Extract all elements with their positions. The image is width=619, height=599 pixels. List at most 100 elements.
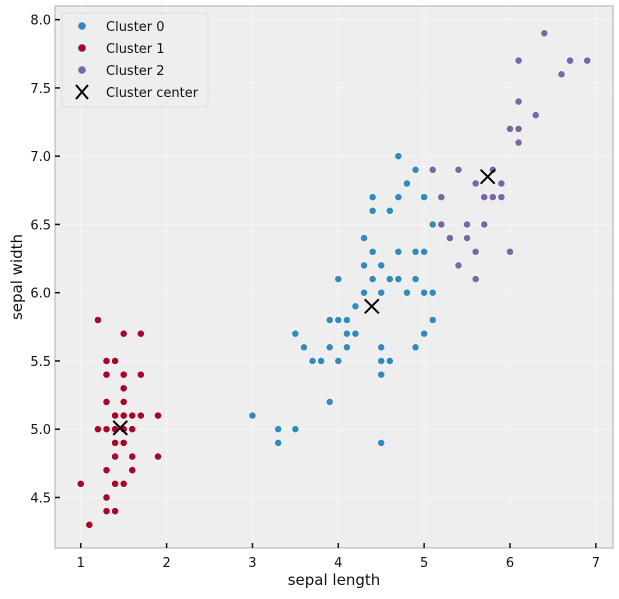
cluster-0-point [394, 247, 403, 256]
cluster-0-point [274, 425, 283, 434]
cluster-2-point [497, 193, 506, 202]
cluster-0-point [368, 275, 377, 283]
cluster-0-point [420, 288, 429, 297]
cluster-0-point [291, 425, 300, 434]
cluster-1-point [128, 411, 137, 420]
cluster-0-point [360, 234, 368, 242]
x-axis-label: sepal length [288, 571, 381, 589]
cluster-2-point [428, 165, 437, 174]
cluster-0-point [368, 206, 377, 215]
x-tick-label: 1 [77, 556, 85, 571]
cluster-0-point [403, 288, 411, 297]
center-x-stroke [364, 298, 380, 315]
cluster-2-point [506, 124, 514, 133]
cluster-0-point [428, 316, 437, 324]
cluster-1-point [136, 329, 145, 338]
y-axis-ticks: 4.5 5.0 5.5 6.0 6.5 7.0 7.5 8.0 [30, 14, 60, 506]
cluster-0-point [403, 179, 411, 188]
cluster-0-point [325, 398, 334, 406]
cluster-1-point [128, 452, 137, 461]
cluster-2-point [514, 97, 523, 106]
cluster-2-point [480, 220, 489, 229]
cluster-0-point [411, 275, 420, 283]
cluster-0-point [428, 288, 437, 297]
cluster-1-point [111, 479, 119, 488]
cluster-1-point [119, 329, 128, 338]
cluster-2-point [480, 193, 489, 202]
cluster-1-point [111, 357, 119, 365]
cluster-1-point [85, 520, 94, 529]
cluster-0-point [411, 247, 420, 256]
cluster-1-point [102, 466, 111, 475]
cluster-0-point [351, 329, 360, 338]
y-tick-label: 5.5 [30, 355, 51, 370]
cluster-1-point [119, 370, 128, 379]
cluster-0-point [411, 343, 420, 352]
legend-marker-0 [78, 22, 86, 30]
cluster-0-point [420, 193, 429, 202]
cluster-0-point [394, 275, 403, 283]
cluster-2-point [471, 179, 480, 188]
cluster-0-point [325, 316, 334, 324]
cluster-2-point [514, 56, 523, 65]
cluster-0-point [428, 220, 437, 229]
cluster-2-point [463, 220, 471, 229]
legend-label-3: Cluster center [106, 86, 199, 101]
legend-label-0: Cluster 0 [106, 20, 165, 35]
cluster-2-point [557, 70, 566, 79]
cluster-0-point [351, 302, 360, 311]
axes-frame [54, 5, 614, 549]
cluster-1-point [119, 398, 128, 406]
cluster-2-point [488, 165, 497, 174]
axes-border [54, 5, 614, 549]
cluster-0-point [317, 357, 326, 365]
cluster-center-marker [364, 298, 380, 315]
cluster-0-point [334, 275, 343, 283]
cluster-2-point [437, 220, 446, 229]
cluster-0-point [360, 261, 368, 270]
cluster-center-marker [112, 420, 128, 436]
cluster-0-point [300, 343, 308, 352]
cluster-0-point [274, 438, 283, 447]
y-tick-label: 4.5 [30, 491, 51, 506]
legend-box [61, 12, 209, 108]
cluster-2-point [540, 29, 549, 38]
cluster-1-point [111, 438, 119, 447]
cluster-0-point [420, 329, 429, 338]
cluster-0-point [385, 357, 394, 365]
cluster-0-point [368, 247, 377, 256]
cluster-2-point [454, 261, 463, 270]
cluster-2-point [583, 56, 592, 65]
cluster-2-point [463, 234, 471, 242]
cluster-0-point [394, 193, 403, 202]
cluster-0-point [308, 357, 317, 365]
cluster-0-point [368, 193, 377, 202]
cluster-1-point [102, 493, 111, 502]
legend-label-2: Cluster 2 [106, 64, 165, 79]
cluster-0-point [325, 343, 334, 352]
cluster-2-point [497, 179, 506, 188]
cluster-1-point [94, 425, 102, 434]
legend: Cluster 0 Cluster 1 Cluster 2 Cluster cente… [61, 12, 209, 108]
cluster-0-point [385, 206, 394, 215]
cluster-1-point [119, 479, 128, 488]
cluster-0-point [342, 329, 351, 338]
cluster-1-point [119, 438, 128, 447]
y-tick-label: 6.0 [30, 287, 51, 302]
cluster-1-point [136, 370, 145, 379]
cluster-1-point [102, 507, 111, 516]
cluster-center-marker [479, 168, 496, 185]
cluster-0-point [394, 152, 403, 161]
cluster-0-point [334, 316, 343, 324]
y-tick-label: 8.0 [30, 14, 51, 29]
cluster-2-point [488, 193, 497, 202]
cluster-2-point [471, 247, 480, 256]
y-axis-label: sepal width [8, 234, 26, 320]
cluster-2-point [437, 193, 446, 202]
cluster-0-point [377, 261, 386, 270]
legend-marker-center [75, 84, 89, 100]
cluster-1-point [154, 411, 162, 420]
cluster-0-point [377, 438, 386, 447]
x-axis-ticks: 1 2 3 4 5 6 7 [77, 543, 600, 571]
